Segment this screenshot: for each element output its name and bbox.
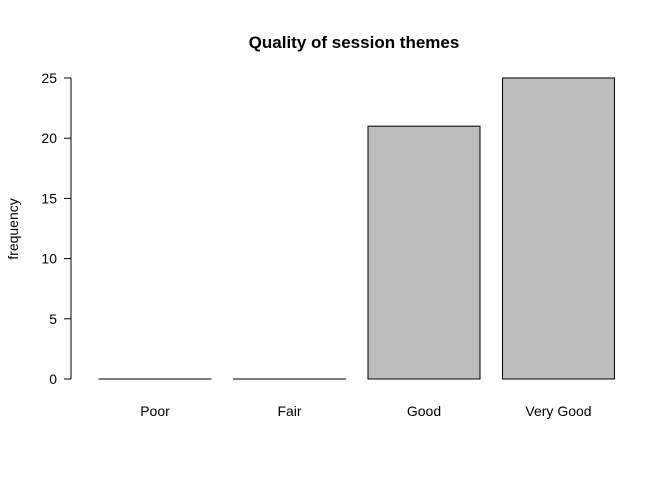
y-tick-label: 15 [41,190,57,206]
y-tick-label: 5 [49,311,57,327]
y-tick-label: 10 [41,251,57,267]
chart-title: Quality of session themes [249,33,460,52]
bar-good [367,125,481,380]
y-tick-label: 0 [49,371,57,387]
y-tick-label: 25 [41,70,57,86]
x-tick-label: Very Good [525,403,591,419]
x-tick-label: Good [407,403,441,419]
y-axis-label: frequency [5,198,21,259]
bars [98,77,615,380]
y-axis: 0 5 10 15 20 25 [41,70,72,387]
x-tick-label: Fair [277,403,301,419]
x-axis-labels: Poor Fair Good Very Good [140,403,591,419]
bar-very-good [502,77,615,380]
y-tick-label: 20 [41,130,57,146]
x-tick-label: Poor [140,403,170,419]
